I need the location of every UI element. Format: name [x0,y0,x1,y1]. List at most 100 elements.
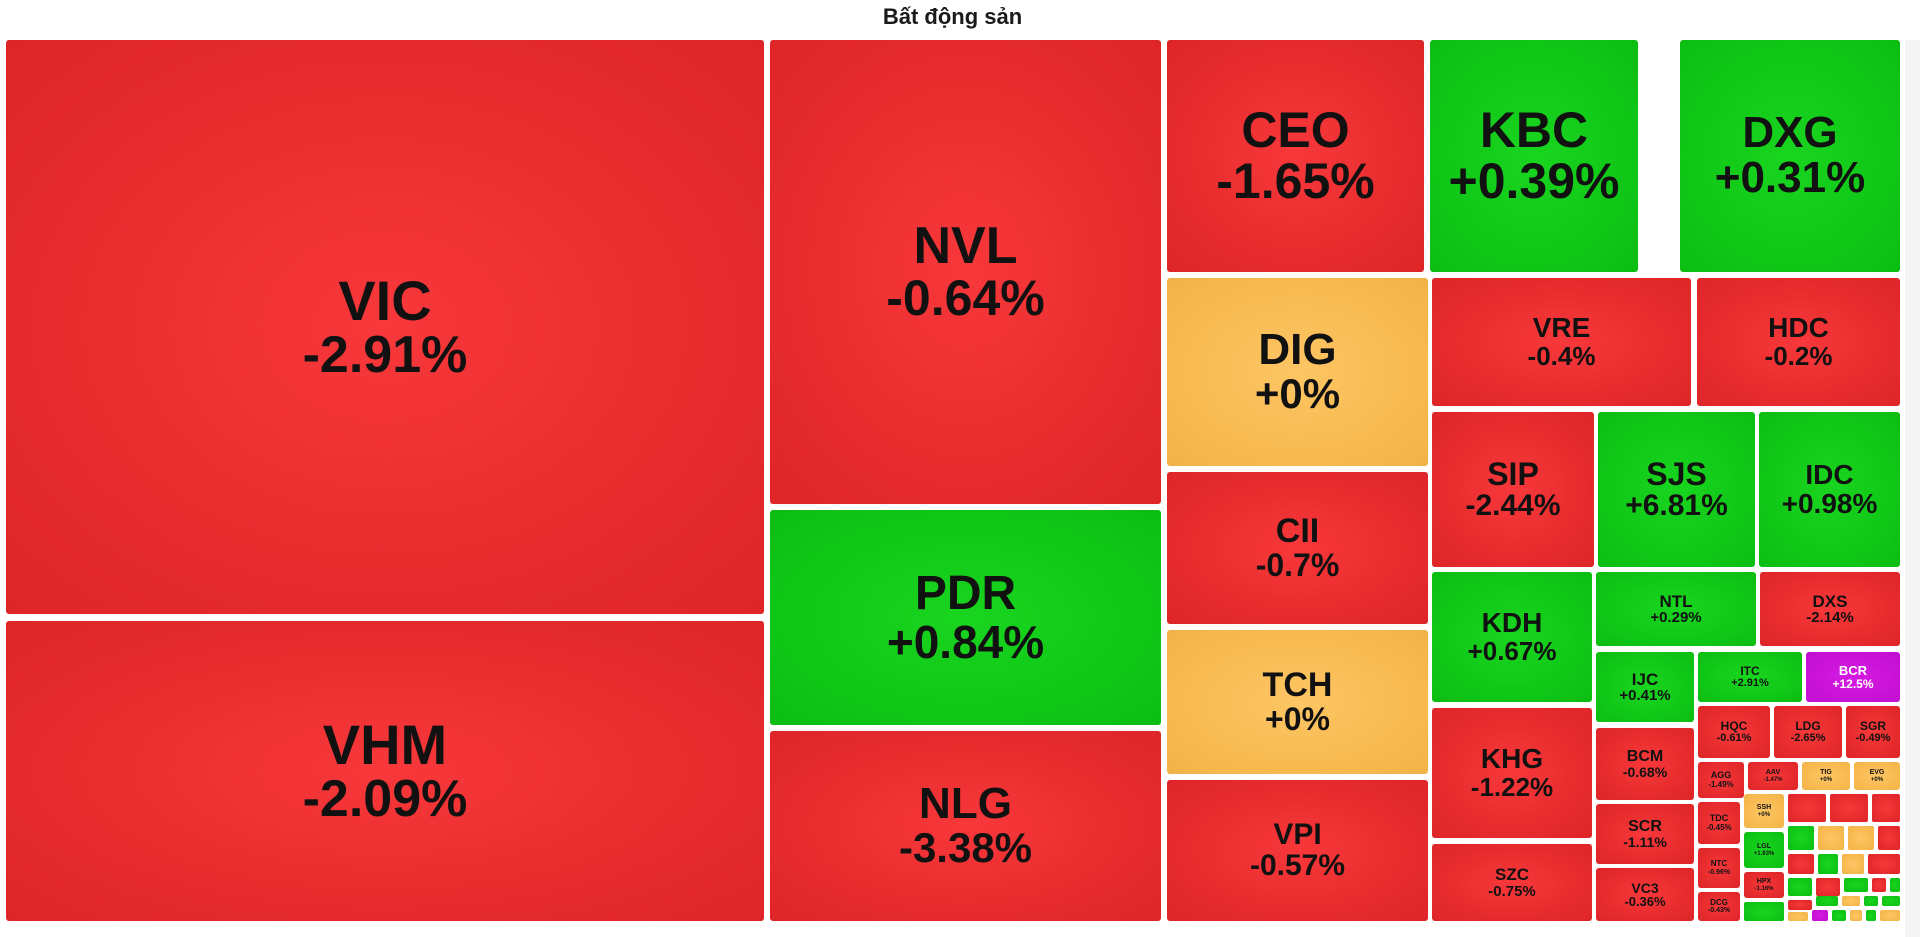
treemap-tile-small[interactable] [1788,900,1812,910]
treemap-tile-small[interactable] [1842,896,1860,906]
treemap-tile-small[interactable] [1872,794,1900,822]
treemap-tile-ijc[interactable]: IJC +0.41% [1596,652,1694,722]
treemap-tile-small[interactable] [1848,826,1874,850]
treemap-tile-small[interactable] [1842,854,1864,874]
treemap-tile-dxg[interactable]: DXG +0.31% [1680,40,1900,272]
treemap-tile-bcr[interactable]: BCR +12.5% [1806,652,1900,702]
treemap-tile-ntc[interactable]: NTC -0.96% [1698,848,1740,888]
treemap-tile-small[interactable] [1816,896,1838,906]
treemap-tile-small[interactable] [1788,826,1814,850]
treemap-tile-small[interactable] [1890,878,1900,892]
treemap-tile-small[interactable] [1816,878,1840,896]
tile-ticker: KDH [1481,607,1543,639]
treemap-tile-hqc[interactable]: HQC -0.61% [1698,706,1770,758]
tile-change: +2.91% [1731,676,1769,689]
treemap-tile-cii[interactable]: CII -0.7% [1167,472,1428,624]
treemap-tile-small[interactable] [1878,826,1900,850]
chart-title: Bất động sản [882,4,1023,29]
treemap-tile-dig[interactable]: DIG +0% [1167,278,1428,466]
treemap-tile-small[interactable] [1866,910,1876,921]
tile-change: -1.65% [1216,153,1375,209]
tile-change: -0.36% [1624,894,1666,909]
treemap-tile-itc[interactable]: ITC +2.91% [1698,652,1802,702]
treemap-tile-sgr[interactable]: SGR -0.49% [1846,706,1900,758]
treemap-tile-aav[interactable]: AAV -1.47% [1748,762,1798,790]
treemap-tile-kbc[interactable]: KBC +0.39% [1430,40,1638,272]
tile-ticker: SIP [1487,455,1539,492]
treemap-tile-pdr[interactable]: PDR +0.84% [770,510,1161,725]
treemap-tile-small[interactable] [1788,912,1808,921]
treemap-tile-dcg[interactable]: DCG -0.43% [1698,892,1740,921]
treemap-tile-small[interactable] [1812,910,1828,921]
treemap-tile-hpx[interactable]: HPX -1.16% [1744,872,1784,898]
tile-ticker: AAV [1765,769,1781,777]
treemap-tile-nvl[interactable]: NVL -0.64% [770,40,1161,504]
treemap-tile-small[interactable] [1788,878,1812,896]
treemap-tile-small[interactable] [1818,826,1844,850]
treemap-tile-hdc[interactable]: HDC -0.2% [1697,278,1900,406]
treemap-tile-small[interactable] [1830,794,1868,822]
treemap-tile-small[interactable] [1788,854,1814,874]
treemap-tile-small[interactable] [1844,878,1868,892]
treemap-tile-kdh[interactable]: KDH +0.67% [1432,572,1592,702]
tile-ticker: PDR [914,566,1017,620]
treemap-tile-agg[interactable]: AGG -1.49% [1698,762,1744,798]
tile-change: +12.5% [1832,676,1874,691]
treemap-tile-tdc[interactable]: TDC -0.45% [1698,802,1740,844]
tile-ticker: VPI [1273,817,1322,851]
treemap-tile-evg[interactable]: EVG +0% [1854,762,1900,790]
tile-change: -0.7% [1255,547,1340,584]
treemap-tile-small[interactable] [1868,854,1900,874]
tile-ticker: VC3 [1631,879,1659,896]
tile-change: +6.81% [1625,488,1728,522]
treemap-tile-vre[interactable]: VRE -0.4% [1432,278,1691,406]
tile-change: -0.96% [1707,868,1731,876]
treemap-tile-ntl[interactable]: NTL +0.29% [1596,572,1756,646]
treemap-tile-vc3[interactable]: VC3 -0.36% [1596,868,1694,921]
treemap-tile-khg[interactable]: KHG -1.22% [1432,708,1592,838]
treemap-tile-dxs[interactable]: DXS -2.14% [1760,572,1900,646]
tile-change: +0.39% [1448,153,1620,209]
treemap-tile-small[interactable] [1850,910,1862,921]
treemap-tile-scr[interactable]: SCR -1.11% [1596,804,1694,864]
treemap-tile-vic[interactable]: VIC -2.91% [6,40,764,614]
treemap-tile-ldg[interactable]: LDG -2.65% [1774,706,1842,758]
treemap-tile-small[interactable] [1744,902,1784,921]
treemap-tile-small[interactable] [1864,896,1878,906]
tile-change: +1.93% [1753,850,1775,857]
tile-ticker: NTL [1659,591,1693,611]
treemap-tile-ssh[interactable]: SSH +0% [1744,794,1784,828]
treemap-tile-sip[interactable]: SIP -2.44% [1432,412,1594,567]
treemap-tile-idc[interactable]: IDC +0.98% [1759,412,1900,567]
treemap-tile-ceo[interactable]: CEO -1.65% [1167,40,1424,272]
tile-change: -2.91% [302,326,468,385]
treemap-tile-bcm[interactable]: BCM -0.68% [1596,728,1694,800]
tile-change: -1.47% [1763,776,1783,783]
treemap-tile-tig[interactable]: TIG +0% [1802,762,1850,790]
treemap-tile-vhm[interactable]: VHM -2.09% [6,621,764,921]
treemap-tile-small[interactable] [1818,854,1838,874]
treemap-tile-small[interactable] [1880,910,1900,921]
tile-change: -0.64% [886,270,1045,327]
tile-ticker: BCR [1838,663,1868,679]
treemap-tile-small[interactable] [1882,896,1900,906]
treemap-tile-lgl[interactable]: LGL +1.93% [1744,832,1784,868]
treemap-tile-small[interactable] [1788,794,1826,822]
tile-ticker: IJC [1631,669,1659,689]
treemap-tile-nlg[interactable]: NLG -3.38% [770,731,1161,921]
tile-change: -2.65% [1790,731,1826,744]
scroll-strip[interactable] [1905,40,1920,937]
tile-ticker: LDG [1795,719,1821,734]
treemap-tile-small[interactable] [1832,910,1846,921]
treemap-tile-vpi[interactable]: VPI -0.57% [1167,780,1428,921]
tile-change: +0.31% [1714,153,1866,202]
treemap-tile-tch[interactable]: TCH +0% [1167,630,1428,774]
tile-change: +0.41% [1619,687,1671,705]
tile-ticker: DXG [1742,108,1838,158]
treemap-tile-sjs[interactable]: SJS +6.81% [1598,412,1755,567]
tile-change: +0.29% [1650,609,1702,627]
tile-change: -1.22% [1470,772,1554,803]
tile-ticker: HQC [1720,719,1748,734]
treemap-tile-small[interactable] [1872,878,1886,892]
treemap-tile-szc[interactable]: SZC -0.75% [1432,844,1592,921]
